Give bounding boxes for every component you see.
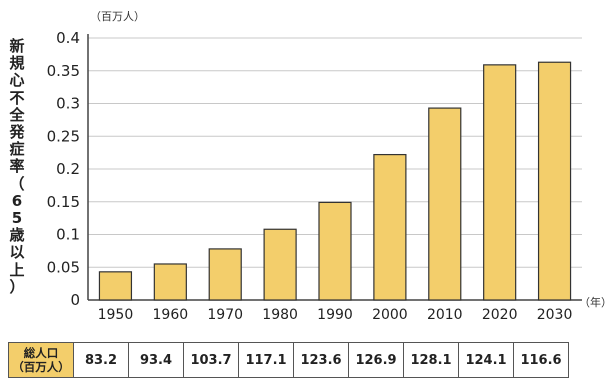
bar: [537, 61, 572, 301]
population-cell: 123.6: [293, 342, 349, 378]
x-tick-label: 1950: [98, 307, 134, 323]
y-tick-label: 0: [70, 291, 80, 309]
population-cell: 128.1: [403, 342, 459, 378]
y-axis-label-char: 新: [9, 37, 25, 55]
population-header-line1: 総人口: [23, 346, 59, 360]
y-axis-label-char: ）: [9, 277, 25, 296]
y-axis-label-char: 不: [9, 88, 25, 107]
population-table: 総人口 （百万人） 83.2 93.4 103.7 117.1 123.6 126.9 12…: [8, 342, 569, 378]
bar: [153, 263, 187, 301]
y-tick-label: 0.25: [47, 127, 80, 145]
x-tick-label: 1980: [262, 307, 298, 323]
bar-chart: 0 0.05 0.1 0.15 0.2 0.25 0.3 0.35 0.4 1950 1960 197…: [47, 29, 582, 323]
y-axis-label-char: 心: [9, 71, 25, 90]
population-header-line2: （百万人）: [12, 360, 70, 374]
population-row: 総人口 （百万人） 83.2 93.4 103.7 117.1 123.6 126.9 12…: [8, 342, 569, 378]
x-tick-label: 1970: [207, 307, 243, 323]
y-axis-label-char: 以: [9, 243, 25, 262]
y-axis-label-char: 率: [9, 157, 25, 176]
y-axis-label-char: 5: [11, 209, 23, 228]
y-tick-label: 0.05: [47, 258, 80, 276]
y-tick-label: 0.4: [56, 29, 80, 47]
x-tick-label: 2020: [482, 307, 518, 323]
population-header: 総人口 （百万人）: [8, 342, 74, 378]
x-tick-label: 1960: [153, 307, 189, 323]
y-axis-label-char: 上: [9, 260, 25, 279]
bar: [318, 201, 352, 301]
bar: [483, 64, 517, 301]
y-tick-label: 0.35: [47, 62, 80, 80]
y-unit-label: （百万人）: [90, 10, 145, 23]
bar: [428, 107, 462, 301]
x-unit-label: （年）: [579, 296, 612, 309]
y-axis-label-char: 規: [9, 54, 25, 73]
bar: [98, 271, 133, 301]
y-tick-label: 0.1: [56, 226, 80, 244]
y-axis-label: 新規心不全発症率（6 5 歳以上）: [6, 37, 28, 296]
y-axis-label-char: 症: [9, 140, 25, 159]
x-tick-label: 2030: [537, 307, 573, 323]
population-cell: 116.6: [513, 342, 569, 378]
bar: [373, 153, 407, 301]
population-cell: 93.4: [128, 342, 184, 378]
y-axis-label-char: 歳: [9, 226, 25, 245]
y-axis-label-char: 6: [11, 191, 23, 210]
population-cell: 117.1: [238, 342, 294, 378]
y-axis-label-char: 発: [9, 123, 25, 142]
y-tick-label: 0.2: [56, 160, 80, 178]
population-cell: 124.1: [458, 342, 514, 378]
x-tick-label: 2000: [372, 307, 408, 323]
x-tick-label: 1990: [317, 307, 353, 323]
population-cell: 126.9: [348, 342, 404, 378]
x-tick-label: 2010: [427, 307, 463, 323]
population-cell: 83.2: [73, 342, 129, 378]
bar: [263, 228, 297, 301]
y-axis-label-char: 全: [9, 105, 25, 124]
y-tick-label: 0.3: [56, 95, 80, 113]
population-cell: 103.7: [183, 342, 239, 378]
bar: [208, 248, 242, 301]
y-tick-label: 0.15: [47, 193, 80, 211]
y-axis-label-char: （: [9, 174, 25, 193]
